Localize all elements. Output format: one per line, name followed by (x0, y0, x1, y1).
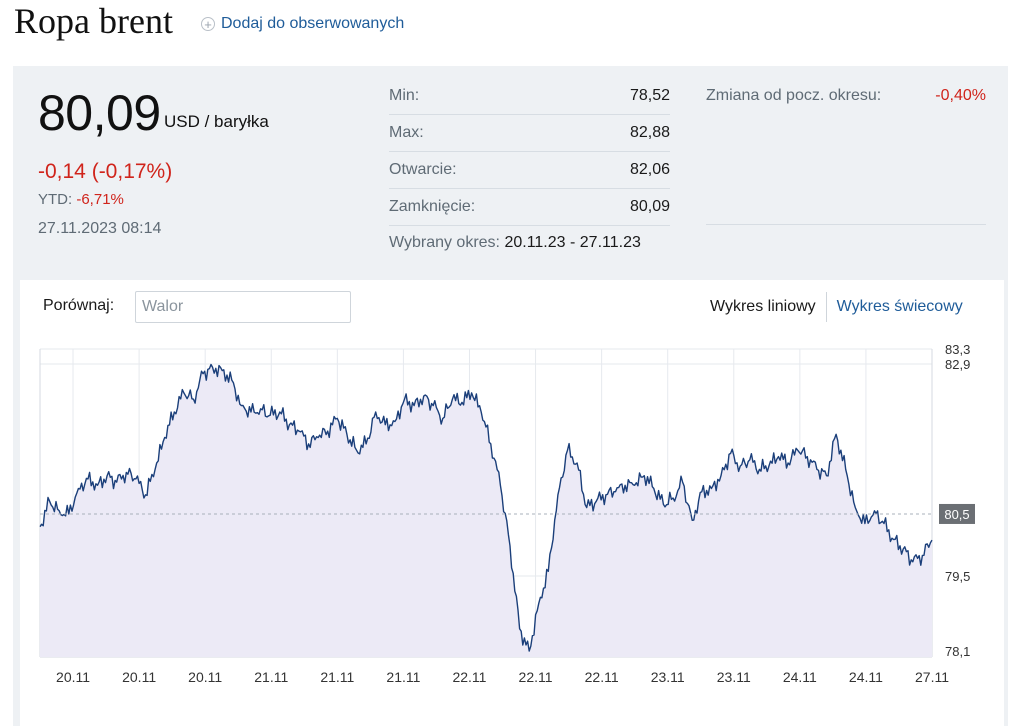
x-tick-label: 21.11 (386, 669, 420, 685)
stats-table: Min: 78,52 Max: 82,88 Otwarcie: 82,06 Za… (389, 78, 670, 226)
x-tick-label: 23.11 (717, 669, 751, 685)
current-price: 80,09 (38, 85, 161, 141)
stat-row-close: Zamknięcie: 80,09 (389, 189, 670, 226)
compare-input[interactable] (135, 291, 351, 323)
page-title: Ropa brent (14, 1, 173, 41)
period-change: Zmiana od pocz. okresu: -0,40% (706, 87, 986, 105)
x-tick-label: 21.11 (320, 669, 354, 685)
stat-value: 82,06 (629, 161, 670, 178)
quote-datetime: 27.11.2023 08:14 (38, 220, 162, 237)
y-tick-label: 79,5 (945, 569, 970, 584)
ytd-value: -6,71% (76, 191, 124, 208)
price-unit: USD / baryłka (164, 112, 269, 131)
x-tick-label: 21.11 (254, 669, 288, 685)
tab-candle-chart[interactable]: Wykres świecowy (836, 298, 963, 315)
period-label: Wybrany okres: (389, 234, 500, 251)
x-tick-label: 20.11 (56, 669, 90, 685)
stat-value: 82,88 (629, 124, 670, 141)
tab-separator (825, 292, 827, 322)
x-tick-label: 24.11 (783, 669, 817, 685)
stat-row-min: Min: 78,52 (389, 78, 670, 115)
x-tick-label: 22.11 (519, 669, 553, 685)
plus-icon: + (201, 17, 215, 31)
price-change: -0,14 (-0,17%) (38, 160, 173, 183)
y-tick-label: 78,1 (945, 644, 970, 659)
y-tick-label: 83,3 (945, 342, 970, 357)
price-line (39, 363, 933, 652)
stat-value: 80,09 (629, 198, 670, 215)
ytd-change: YTD: -6,71% (38, 191, 124, 208)
x-tick-label: 22.11 (452, 669, 486, 685)
x-tick-label: 22.11 (585, 669, 619, 685)
stat-label: Min: (389, 87, 420, 104)
x-tick-label: 27.11 (915, 669, 949, 685)
x-tick-label: 20.11 (122, 669, 156, 685)
period-change-value: -0,40% (935, 87, 986, 104)
period-change-label: Zmiana od pocz. okresu: (706, 87, 882, 104)
stat-row-max: Max: 82,88 (389, 115, 670, 152)
stat-row-open: Otwarcie: 82,06 (389, 152, 670, 189)
reference-label: 80,5 (944, 507, 969, 522)
chart-type-tabs: Wykres liniowy Wykres świecowy (700, 292, 973, 322)
stat-label: Zamknięcie: (389, 198, 476, 215)
add-to-watchlist-button[interactable]: + Dodaj do obserwowanych (201, 15, 404, 33)
tab-line-chart[interactable]: Wykres liniowy (710, 298, 816, 315)
ytd-label: YTD: (38, 191, 73, 208)
add-to-watchlist-label: Dodaj do obserwowanych (221, 15, 405, 32)
y-tick-label: 82,9 (945, 357, 970, 372)
x-tick-label: 20.11 (188, 669, 222, 685)
divider (706, 224, 986, 225)
compare-label: Porównaj: (43, 297, 115, 314)
stat-label: Max: (389, 124, 424, 141)
price-area-fill (40, 364, 932, 657)
reference-label-box (939, 503, 975, 524)
stat-label: Otwarcie: (389, 161, 457, 178)
stat-value: 78,52 (629, 87, 670, 104)
selected-period: Wybrany okres: 20.11.23 - 27.11.23 (389, 234, 641, 252)
x-tick-label: 24.11 (849, 669, 883, 685)
period-value: 20.11.23 - 27.11.23 (504, 234, 641, 251)
x-tick-label: 23.11 (651, 669, 685, 685)
